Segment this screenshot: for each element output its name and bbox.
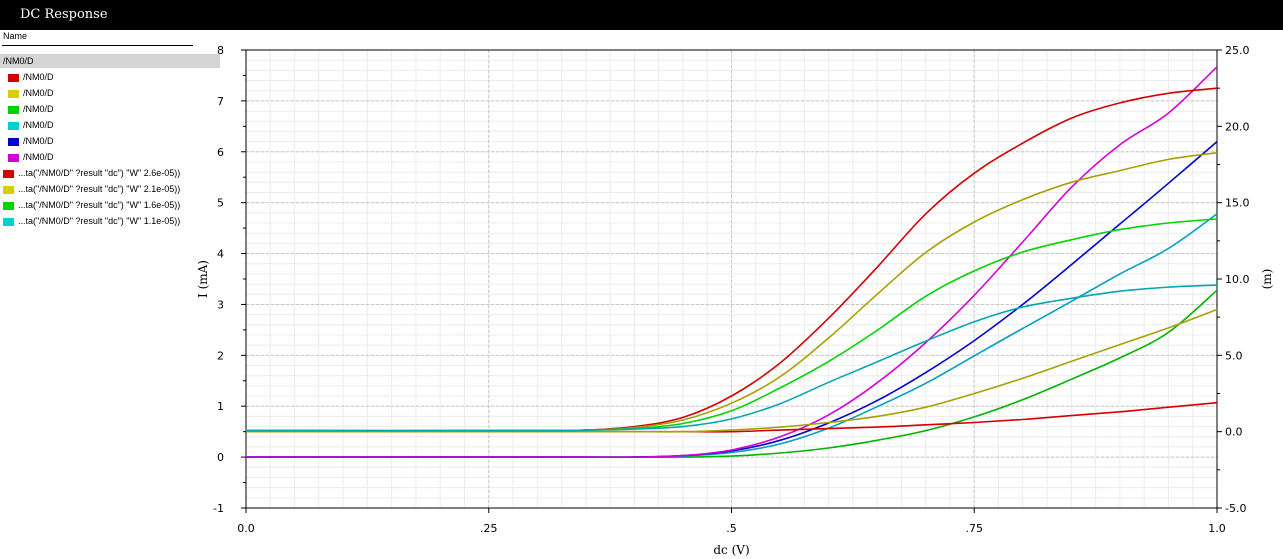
ticks-layer: 0.0 .25 .5 .75 1.0 -1 0 1 2 3 4 5 6 7 8 -5.0 0.0 5.0 10.0 1… [213, 44, 1249, 535]
legend-swatch [8, 138, 19, 146]
legend-item-label: /NM0/D [23, 120, 54, 130]
y-right-tick-label: 25.0 [1225, 44, 1250, 57]
legend-panel: Name /NM0/D /NM0/D/NM0/D/NM0/D/NM0/D/NM0… [0, 30, 235, 559]
window-title: DC Response [20, 7, 108, 22]
legend-swatch [8, 154, 19, 162]
legend-item-label: /NM0/D [23, 152, 54, 162]
y-right-tick-label: -5.0 [1225, 502, 1246, 515]
legend-swatch [3, 202, 14, 210]
y-left-tick-label: 6 [217, 146, 224, 159]
series-line [245, 284, 1218, 432]
legend-header: Name [3, 31, 28, 41]
x-tick-label: 1.0 [1208, 522, 1226, 535]
legend-swatch [3, 186, 14, 194]
y-left-tick-label: 0 [217, 451, 224, 464]
legend-swatch [8, 106, 19, 114]
legend-swatch [8, 74, 19, 82]
x-axis-label: dc (V) [713, 543, 749, 557]
legend-swatch [8, 90, 19, 98]
y-left-tick-label: 3 [217, 298, 224, 311]
series-line [246, 66, 1218, 459]
legend-group-row[interactable]: /NM0/D [0, 54, 220, 68]
series-layer [245, 66, 1218, 459]
y-axis-right-label: (m) [1260, 269, 1274, 290]
y-left-tick-label: -1 [213, 502, 224, 515]
series-line [246, 308, 1218, 433]
legend-item-label: /NM0/D [23, 104, 54, 114]
legend-swatch [3, 170, 14, 178]
y-right-tick-label: 0.0 [1225, 426, 1243, 439]
legend-item-label: ...ta("/NM0/D" ?result "dc") "W" 1.1e-05… [18, 216, 181, 226]
y-axis-left-label: I (mA) [196, 260, 210, 298]
legend-item-label: ...ta("/NM0/D" ?result "dc") "W" 2.1e-05… [18, 184, 181, 194]
y-left-tick-label: 5 [217, 197, 224, 210]
legend-item-label: ...ta("/NM0/D" ?result "dc") "W" 2.6e-05… [18, 168, 181, 178]
y-left-tick-label: 4 [217, 248, 224, 261]
y-left-tick-label: 7 [217, 95, 224, 108]
legend-group-label: /NM0/D [3, 56, 34, 66]
legend-item-label: /NM0/D [23, 88, 54, 98]
x-tick-label: .25 [480, 522, 498, 535]
y-right-tick-label: 15.0 [1225, 197, 1250, 210]
x-tick-label: 0.0 [237, 522, 255, 535]
y-left-tick-label: 2 [217, 349, 224, 362]
y-left-tick-label: 1 [217, 400, 224, 413]
legend-item-label: /NM0/D [23, 72, 54, 82]
x-tick-label: .75 [966, 522, 984, 535]
y-right-tick-label: 20.0 [1225, 120, 1250, 133]
x-tick-label: .5 [726, 522, 737, 535]
y-left-tick-label: 8 [217, 44, 224, 57]
y-right-tick-label: 5.0 [1225, 349, 1243, 362]
legend-swatch [3, 218, 14, 226]
legend-item-label: /NM0/D [23, 136, 54, 146]
title-bar: DC Response [0, 0, 1283, 30]
legend-swatch [8, 122, 19, 130]
y-right-tick-label: 10.0 [1225, 273, 1250, 286]
legend-item-label: ...ta("/NM0/D" ?result "dc") "W" 1.6e-05… [18, 200, 181, 210]
legend-header-divider [2, 45, 193, 46]
